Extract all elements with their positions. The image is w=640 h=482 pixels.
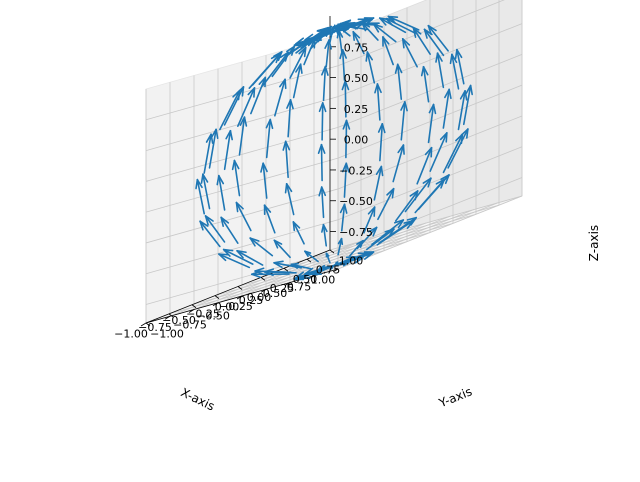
arrow-head-right <box>392 189 393 198</box>
arrow-head-right <box>219 254 228 255</box>
arrow-head-right <box>403 145 404 154</box>
y-tick-label: 0.00 <box>247 291 272 304</box>
arrow-shaft <box>322 103 323 140</box>
z-tick-label: −0.25 <box>339 164 373 177</box>
arrow-shaft <box>265 272 296 273</box>
arrow-shaft <box>321 145 322 181</box>
z-tick-label: −0.50 <box>339 195 373 208</box>
arrow-head-right <box>224 250 233 251</box>
arrow-head-right <box>242 87 243 96</box>
arrow-head-right <box>291 264 298 265</box>
arrow-head-right <box>388 17 397 18</box>
arrow-head-right <box>338 23 345 24</box>
y-tick-label: 0.25 <box>270 282 295 295</box>
arrow-head-right <box>239 91 240 100</box>
arrow-head-right <box>333 27 334 33</box>
y-tick-label: 1.00 <box>339 255 364 268</box>
z-tick-label: 0.00 <box>344 134 369 147</box>
arrow-head-right <box>254 88 255 97</box>
z-axis-label: Z-axis <box>587 225 601 261</box>
arrow-head-left <box>286 184 287 193</box>
z-tick-label: 0.50 <box>344 72 369 85</box>
arrow-head-right <box>285 79 286 88</box>
arrow-head-right <box>342 239 343 245</box>
y-tick-label: 0.75 <box>316 264 341 277</box>
arrow-head-right <box>446 133 447 142</box>
y-tick-label: 0.50 <box>293 273 318 286</box>
y-axis-label: Y-axis <box>436 384 474 410</box>
z-tick-label: −0.75 <box>339 226 373 239</box>
x-axis-label: X-axis <box>179 385 217 413</box>
arrow-head-right <box>467 129 468 138</box>
z-tick-label: 0.75 <box>344 41 369 54</box>
z-tick-label: 0.25 <box>344 103 369 116</box>
arrow-head-right <box>305 47 306 56</box>
